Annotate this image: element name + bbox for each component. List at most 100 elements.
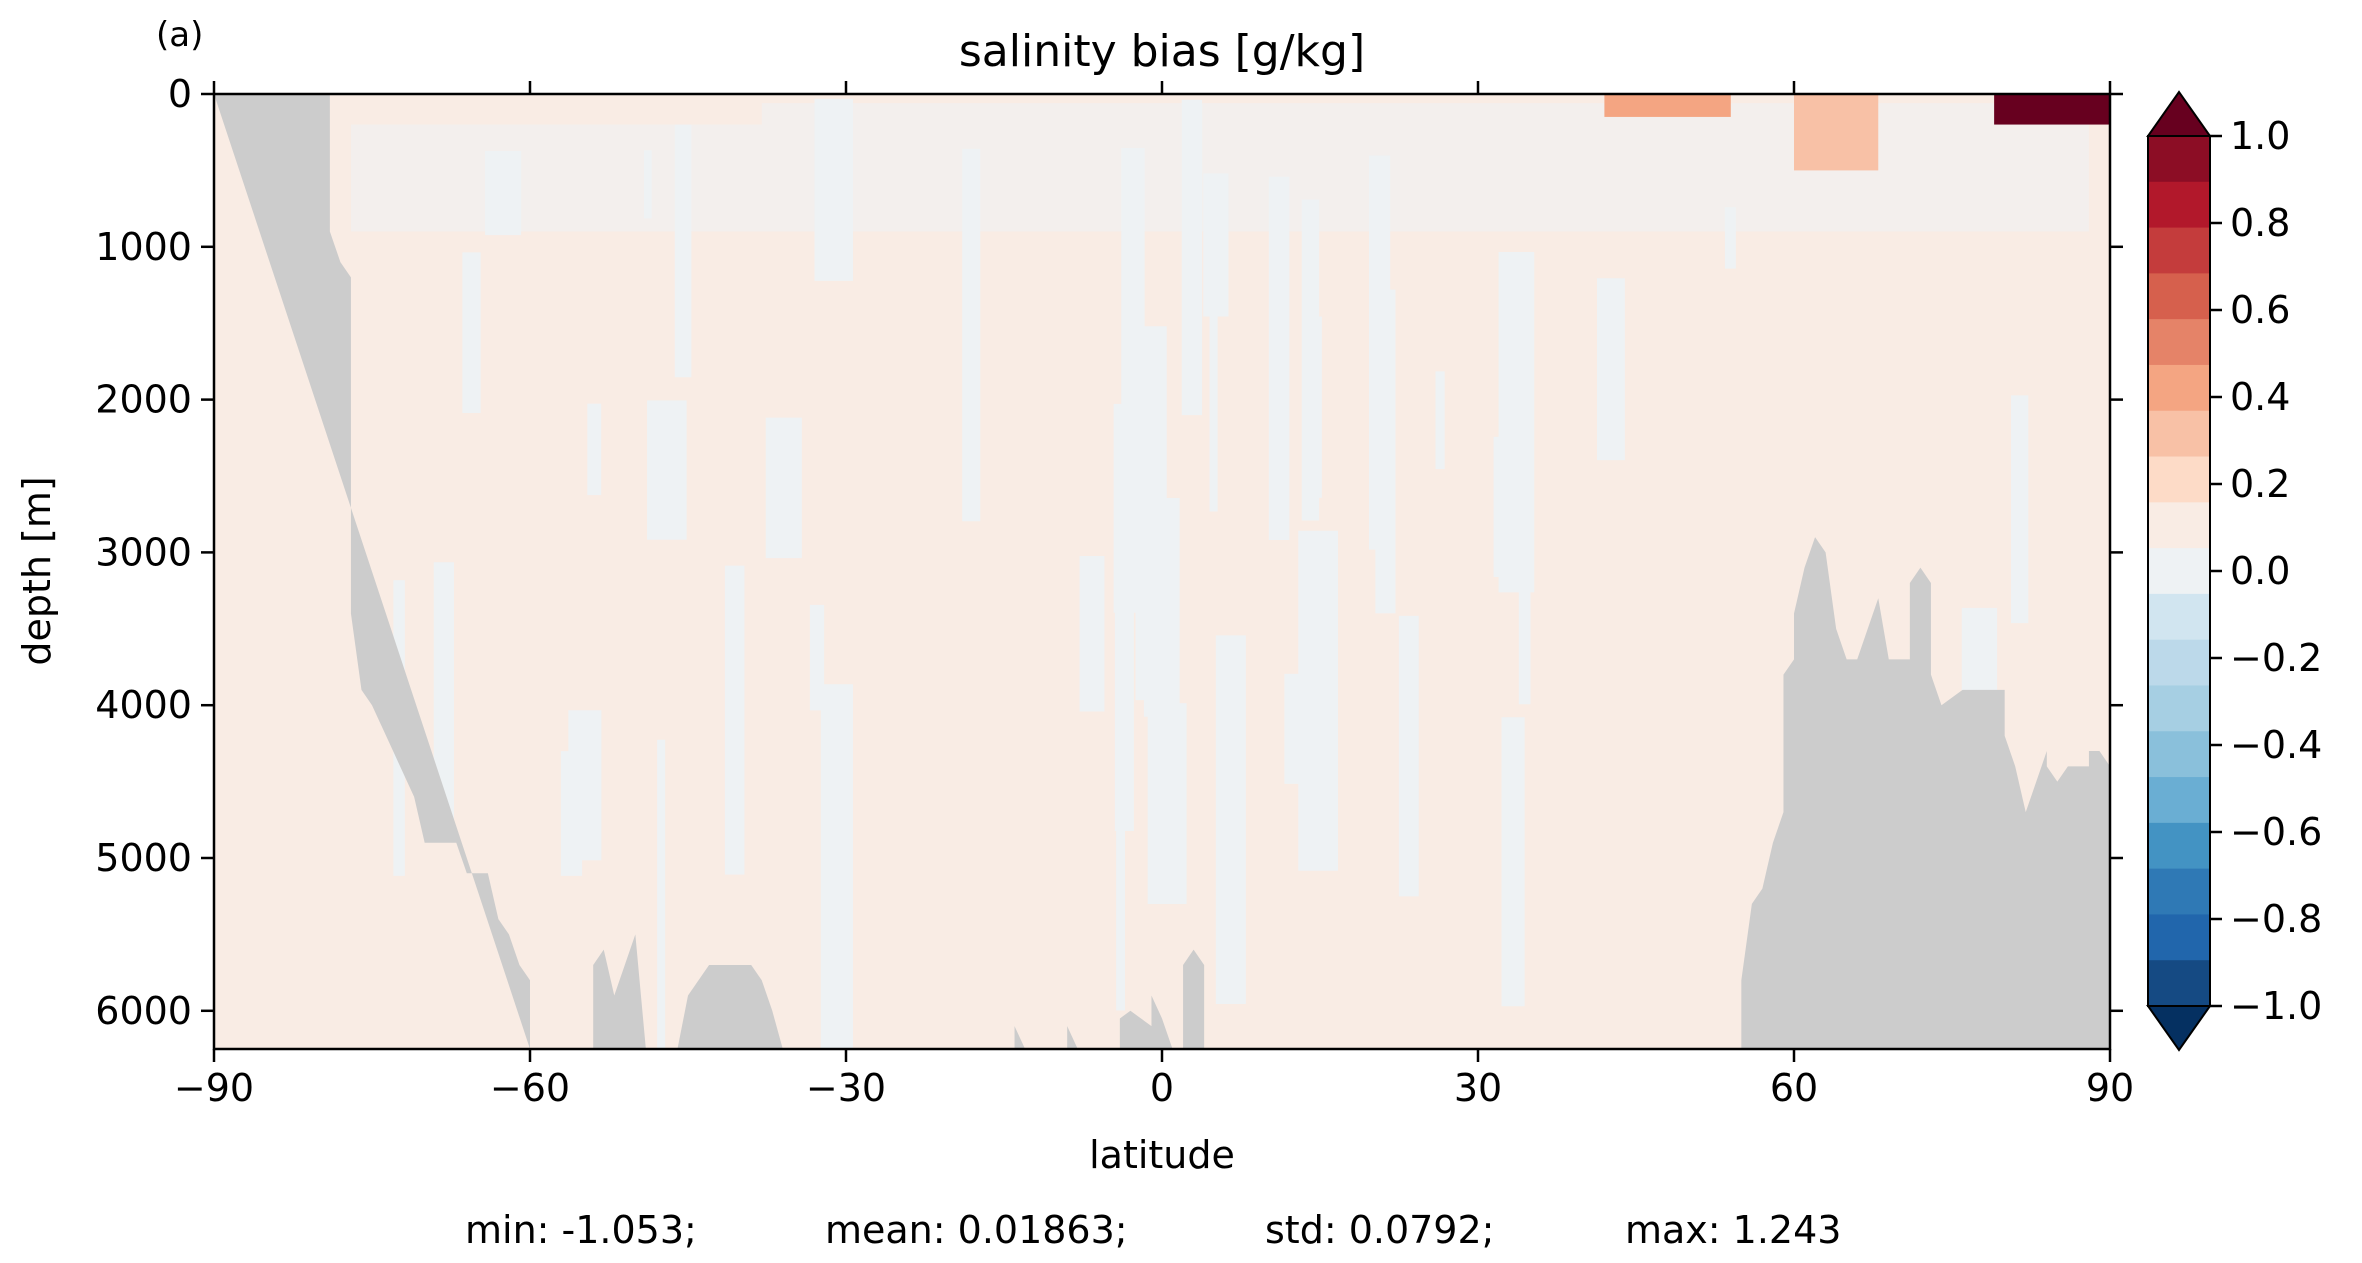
negative-bias-patch bbox=[1114, 465, 1134, 831]
negative-bias-patch bbox=[1597, 278, 1625, 461]
negative-bias-patch bbox=[1724, 207, 1736, 269]
negative-bias-patch bbox=[1314, 316, 1322, 498]
colorbar-tick-label: −0.2 bbox=[2230, 636, 2322, 680]
colorbar-level bbox=[2148, 410, 2210, 458]
x-tick-label: −90 bbox=[174, 1066, 254, 1110]
colorbar-level bbox=[2148, 181, 2210, 229]
land-mask-ridge bbox=[1067, 1026, 1078, 1049]
negative-bias-patch bbox=[962, 148, 981, 522]
colorbar-level bbox=[2148, 685, 2210, 732]
y-tick-label: 4000 bbox=[95, 683, 192, 727]
y-tick-label: 2000 bbox=[95, 378, 192, 422]
y-axis-label: depth [m] bbox=[15, 476, 59, 665]
stat-std: std: 0.0792; bbox=[1265, 1208, 1494, 1252]
stat-mean: mean: 0.01863; bbox=[825, 1208, 1128, 1252]
negative-bias-patch bbox=[1368, 155, 1391, 550]
land-mask-ridge bbox=[1014, 1026, 1026, 1049]
land-mask-ridge bbox=[1119, 995, 1173, 1049]
colorbar-tick-label: 0.2 bbox=[2230, 462, 2290, 506]
colorbar-level bbox=[2148, 136, 2210, 183]
x-tick-label: −30 bbox=[806, 1066, 886, 1110]
colorbar-tick-label: −0.6 bbox=[2230, 810, 2322, 854]
colorbar-level bbox=[2148, 364, 2210, 412]
bias-feature bbox=[1794, 94, 1879, 171]
negative-bias-patch bbox=[568, 710, 602, 861]
colorbar-level bbox=[2148, 639, 2210, 687]
negative-bias-patch bbox=[765, 417, 802, 559]
negative-bias-patch bbox=[809, 604, 825, 711]
negative-bias-patch bbox=[1493, 436, 1503, 577]
colorbar-level bbox=[2148, 593, 2210, 641]
negative-bias-patch bbox=[462, 252, 481, 413]
colorbar-level bbox=[2148, 822, 2210, 870]
negative-bias-patch bbox=[657, 739, 666, 1049]
negative-bias-patch bbox=[1398, 615, 1419, 897]
colorbar-level bbox=[2148, 960, 2210, 1007]
negative-bias-patch bbox=[1498, 252, 1535, 593]
bias-field bbox=[340, 94, 2110, 1049]
colorbar-tick-label: 1.0 bbox=[2230, 114, 2290, 158]
colorbar-tick-label: 0.6 bbox=[2230, 288, 2290, 332]
colorbar-level bbox=[2148, 227, 2210, 274]
bias-feature bbox=[1604, 94, 1731, 117]
negative-bias-patch bbox=[1215, 635, 1246, 1004]
y-tick-label: 3000 bbox=[95, 530, 192, 574]
x-tick-label: −60 bbox=[490, 1066, 570, 1110]
colorbar-level bbox=[2148, 731, 2210, 778]
x-tick-label: 0 bbox=[1150, 1066, 1174, 1110]
land-mask-ridge bbox=[1183, 949, 1205, 1049]
negative-bias-patch bbox=[2011, 395, 2029, 624]
colorbar: 1.0 0.8 0.6 0.4 0.2 0.0 −0.2 −0.4 −0.6 −0.8 −1.0 bbox=[2146, 90, 2322, 1052]
negative-bias-patch bbox=[1147, 703, 1187, 905]
land-mask bbox=[214, 94, 2110, 1049]
y-tick-label: 0 bbox=[168, 72, 192, 116]
colorbar-level bbox=[2148, 273, 2210, 320]
y-axis-ticks: 0 1000 2000 3000 4000 5000 6000 bbox=[95, 72, 2123, 1033]
stat-max: max: 1.243 bbox=[1625, 1208, 1841, 1252]
land-mask-north bbox=[1741, 537, 2110, 1049]
colorbar-tick-label: 0.8 bbox=[2230, 201, 2290, 245]
negative-bias-patch bbox=[1135, 326, 1167, 701]
colorbar-extend-min bbox=[2146, 1005, 2212, 1052]
panel-label: (a) bbox=[156, 15, 203, 55]
stat-min: min: -1.053; bbox=[465, 1208, 697, 1252]
colorbar-tick-label: −1.0 bbox=[2230, 984, 2322, 1028]
x-tick-label: 30 bbox=[1454, 1066, 1502, 1110]
plot-area bbox=[214, 94, 2110, 1049]
negative-bias-patch bbox=[647, 400, 687, 540]
negative-bias-patch bbox=[1298, 530, 1338, 871]
colorbar-extend-max bbox=[2146, 90, 2212, 137]
negative-bias-patch bbox=[1116, 762, 1125, 1011]
chart-title: salinity bias [g/kg] bbox=[959, 26, 1365, 77]
negative-bias-patch bbox=[1501, 717, 1525, 1007]
land-mask-south bbox=[214, 94, 530, 1049]
x-tick-label: 60 bbox=[1770, 1066, 1818, 1110]
colorbar-level bbox=[2148, 502, 2210, 549]
negative-bias-patch bbox=[1435, 371, 1445, 470]
colorbar-level bbox=[2148, 914, 2210, 961]
y-tick-label: 6000 bbox=[95, 989, 192, 1033]
negative-bias-patch bbox=[1079, 555, 1105, 712]
colorbar-tick-label: −0.8 bbox=[2230, 897, 2322, 941]
colorbar-tick-label: −0.4 bbox=[2230, 723, 2322, 767]
x-axis-ticks: −90 −60 −30 0 30 60 90 bbox=[174, 81, 2134, 1110]
colorbar-level bbox=[2148, 319, 2210, 366]
colorbar-level bbox=[2148, 777, 2210, 824]
negative-bias-patch bbox=[587, 403, 602, 496]
land-mask-ridge bbox=[677, 964, 783, 1049]
negative-bias-patch bbox=[1268, 176, 1290, 541]
colorbar-tick-label: 0.0 bbox=[2230, 549, 2290, 593]
bias-feature bbox=[340, 94, 762, 125]
negative-bias-patch bbox=[820, 684, 853, 1049]
x-axis-label: latitude bbox=[1089, 1133, 1235, 1177]
colorbar-level bbox=[2148, 868, 2210, 916]
colorbar-level bbox=[2148, 548, 2210, 595]
land-mask-ridge bbox=[593, 934, 646, 1049]
negative-bias-patch bbox=[433, 562, 454, 841]
y-tick-label: 1000 bbox=[95, 225, 192, 269]
negative-bias-patch bbox=[1209, 286, 1218, 512]
bias-feature bbox=[1994, 94, 2110, 125]
colorbar-level bbox=[2148, 456, 2210, 503]
colorbar-tick-label: 0.4 bbox=[2230, 375, 2290, 419]
